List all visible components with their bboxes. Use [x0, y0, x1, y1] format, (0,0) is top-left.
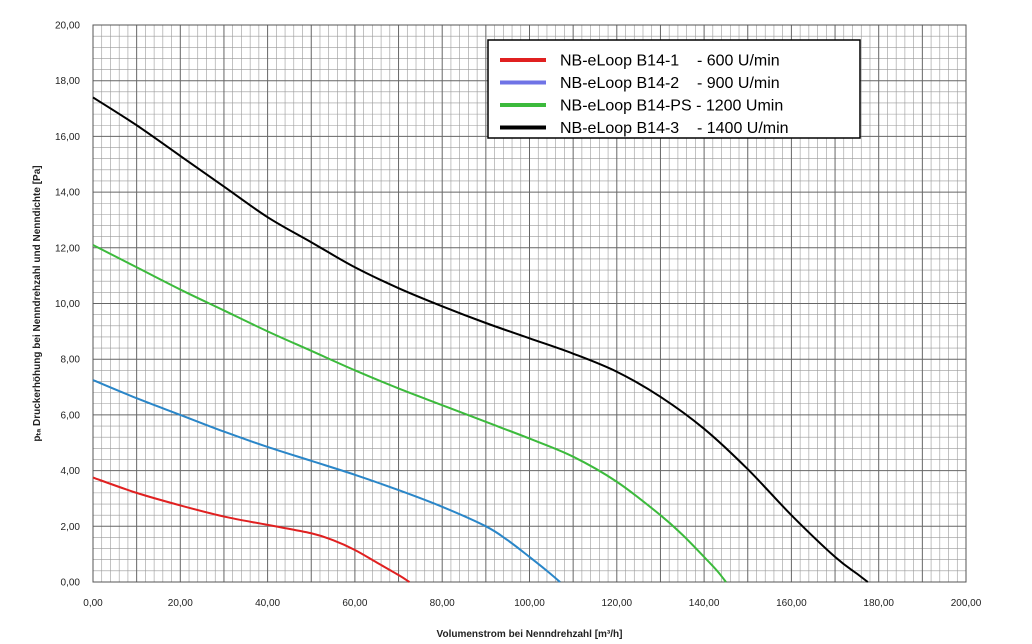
- x-tick-label: 140,00: [689, 598, 720, 609]
- y-tick-label: 10,00: [55, 299, 80, 310]
- x-tick-label: 80,00: [430, 598, 455, 609]
- series-line-2: [92, 379, 561, 583]
- legend-label-4: NB-eLoop B14-3 - 1400 U/min: [560, 120, 789, 137]
- y-tick-label: 14,00: [55, 188, 80, 199]
- x-tick-label: 160,00: [776, 598, 807, 609]
- legend-label-3: NB-eLoop B14-PS - 1200 Umin: [560, 98, 783, 115]
- series-line-4: [92, 96, 869, 583]
- x-tick-label: 180,00: [863, 598, 894, 609]
- series-line-1: [92, 476, 410, 583]
- x-axis-label: Volumenstrom bei Nenndrehzahl [m³/h]: [437, 629, 623, 640]
- y-tick-label: 6,00: [61, 410, 81, 421]
- legend: NB-eLoop B14-1 - 600 U/min NB-eLoop B14-2…: [487, 39, 861, 139]
- y-axis-ticks: 0,00 2,00 4,00 6,00 8,00 10,00 12,00 14,00 16,00…: [55, 21, 80, 589]
- series-line-3: [92, 244, 727, 583]
- x-tick-label: 40,00: [255, 598, 280, 609]
- y-tick-label: 16,00: [55, 132, 80, 143]
- legend-label-2: NB-eLoop B14-2 - 900 U/min: [560, 75, 780, 92]
- plot-area-border: [92, 24, 967, 583]
- x-tick-label: 60,00: [342, 598, 367, 609]
- series-layer: [92, 96, 869, 583]
- y-tick-label: 20,00: [55, 21, 80, 32]
- legend-label-1: NB-eLoop B14-1 - 600 U/min: [560, 53, 780, 70]
- y-tick-label: 2,00: [61, 522, 81, 533]
- y-axis-label: pₜₐ Druckerhöhung bei Nenndrehzahl und N…: [32, 165, 43, 441]
- x-tick-label: 0,00: [83, 598, 103, 609]
- y-tick-label: 8,00: [61, 355, 81, 366]
- y-tick-label: 0,00: [61, 578, 81, 589]
- y-tick-label: 12,00: [55, 243, 80, 254]
- legend-items: NB-eLoop B14-1 - 600 U/min NB-eLoop B14-2…: [500, 53, 789, 137]
- x-axis-ticks: 0,00 20,00 40,00 60,00 80,00 100,00 120,00 140,…: [83, 598, 981, 609]
- legend-box: [487, 39, 861, 139]
- x-tick-label: 20,00: [168, 598, 193, 609]
- major-gridlines: [93, 25, 966, 582]
- y-tick-label: 4,00: [61, 466, 81, 477]
- x-tick-label: 200,00: [951, 598, 982, 609]
- x-tick-label: 100,00: [514, 598, 545, 609]
- y-tick-label: 18,00: [55, 76, 80, 87]
- x-tick-label: 120,00: [602, 598, 633, 609]
